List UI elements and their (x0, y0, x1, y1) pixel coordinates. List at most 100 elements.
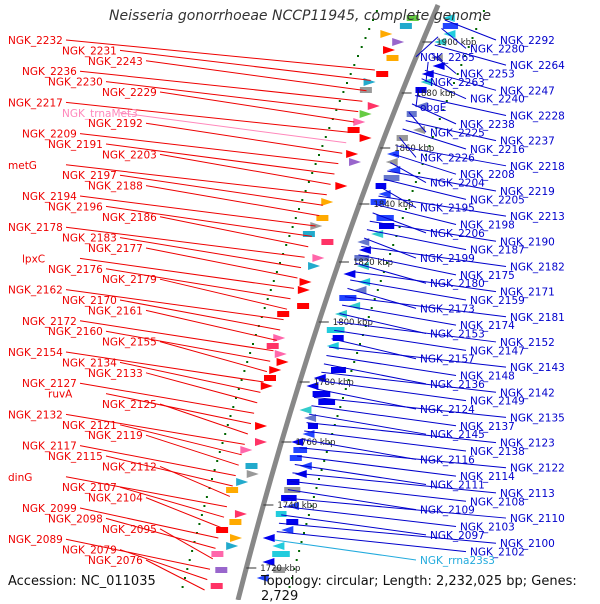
forward-gene-arrow (246, 470, 259, 478)
gene-connector (105, 393, 252, 425)
gene-connector (159, 153, 331, 185)
tick-dot (418, 172, 421, 174)
reverse-gene-arrow (313, 374, 326, 382)
gene-label-ngk-2225: NGK_2225 (430, 127, 485, 139)
gene-label-ngk-2117: NGK_2117 (22, 441, 77, 453)
gene-connector (408, 111, 427, 133)
gene-label-ngk-2240: NGK_2240 (470, 94, 525, 106)
tick-dot (386, 262, 388, 264)
tick-dot (304, 190, 307, 192)
gene-label-ngk-2180: NGK_2180 (430, 278, 485, 290)
gene-label-ngk-2137: NGK_2137 (460, 421, 515, 433)
gene-label-ngk-2199: NGK_2199 (420, 253, 475, 265)
tick-dot (321, 145, 324, 147)
gene-label-ngk-2098: NGK_2098 (48, 513, 103, 525)
gene-connector (159, 465, 231, 497)
gene-connector (145, 497, 222, 529)
reverse-gene-arrow (442, 14, 455, 22)
tick-dot (398, 226, 401, 228)
forward-gene-block (266, 343, 279, 349)
reverse-gene-block (318, 399, 336, 405)
gene-connector (313, 396, 507, 418)
tick-dot (240, 379, 243, 381)
tick-dot (414, 181, 417, 183)
gene-connector (79, 133, 339, 165)
forward-gene-block (277, 311, 290, 317)
reverse-gene-block (286, 519, 299, 525)
gene-label-ngk-2208: NGK_2208 (460, 169, 515, 181)
forward-gene-arrow (236, 478, 249, 486)
tick-dot (318, 154, 320, 156)
gene-label-ngk-2247: NGK_2247 (500, 85, 555, 97)
tick-dot (405, 208, 407, 210)
gene-label-ngk-2115: NGK_2115 (48, 451, 103, 463)
tick-dot (344, 388, 347, 390)
tick-dot (342, 397, 344, 399)
forward-gene-block (264, 375, 276, 381)
reverse-gene-arrow (386, 150, 399, 158)
gene-label-ngk-2095: NGK_2095 (102, 524, 157, 536)
forward-gene-arrow (276, 358, 289, 366)
gene-connector (415, 94, 507, 116)
gene-connector (65, 164, 327, 196)
gene-connector (159, 341, 268, 373)
reverse-gene-arrow (357, 238, 370, 246)
gene-connector (281, 514, 427, 536)
reverse-gene-block (272, 551, 290, 557)
reverse-gene-arrow (281, 526, 294, 534)
gene-connector (434, 44, 507, 66)
tick-dot (221, 442, 224, 444)
gene-label-ngk-2124: NGK_2124 (420, 404, 475, 416)
gene-label-ding: dinG (8, 472, 32, 484)
tick-dot (467, 46, 470, 48)
scale-tick-label: 1800 kbp (333, 318, 373, 328)
gene-label-ngk-2125: NGK_2125 (102, 399, 157, 411)
gene-connector (65, 226, 305, 258)
gene-label-ngk-2122: NGK_2122 (510, 463, 565, 475)
tick-dot (295, 559, 298, 561)
forward-gene-arrow (269, 366, 282, 374)
forward-gene-block (229, 519, 242, 525)
gene-connector (363, 237, 417, 259)
tick-dot (307, 514, 310, 516)
gene-label-ngk-2162: NGK_2162 (8, 285, 63, 297)
gene-label-ngk-2253: NGK_2253 (460, 69, 515, 81)
scale-tick-label: 1900 kbp (436, 38, 476, 48)
gene-connector (159, 278, 288, 310)
tick-dot (353, 64, 356, 66)
gene-label-ngk-2292: NGK_2292 (500, 35, 555, 47)
tick-dot (205, 496, 208, 498)
reverse-gene-block (375, 183, 387, 189)
gene-label-ngk-2196: NGK_2196 (48, 201, 103, 213)
reverse-gene-block (273, 567, 286, 573)
tick-dot (356, 352, 359, 354)
gene-connector (393, 153, 457, 175)
gene-connector (323, 363, 427, 385)
gene-label-ngk-2108: NGK_2108 (470, 496, 525, 508)
gene-connector (431, 53, 457, 74)
forward-gene-arrow (359, 110, 372, 118)
gene-connector (294, 464, 427, 486)
reverse-gene-block (339, 295, 357, 301)
gene-label-ngk-2175: NGK_2175 (460, 270, 515, 282)
reverse-gene-block (354, 255, 370, 261)
forward-gene-arrow (273, 334, 286, 342)
reverse-gene-arrow (272, 542, 285, 550)
reverse-gene-arrow (420, 78, 433, 86)
tick-dot (347, 379, 350, 381)
gene-label-ngk-2230: NGK_2230 (48, 77, 103, 89)
tick-dot (198, 523, 201, 525)
gene-label-metg: metG (8, 160, 37, 172)
tick-dot (431, 136, 434, 138)
tick-dot (200, 514, 203, 516)
forward-gene-arrow (226, 542, 239, 550)
reverse-gene-block (406, 111, 417, 117)
gene-connector (415, 36, 439, 58)
gene-label-ngk-2170: NGK_2170 (62, 295, 117, 307)
gene-connector (159, 91, 355, 123)
gene-connector (145, 434, 239, 466)
tick-dot (435, 127, 438, 129)
gene-label-ngk-2155: NGK_2155 (102, 337, 157, 349)
gene-connector (159, 403, 249, 435)
